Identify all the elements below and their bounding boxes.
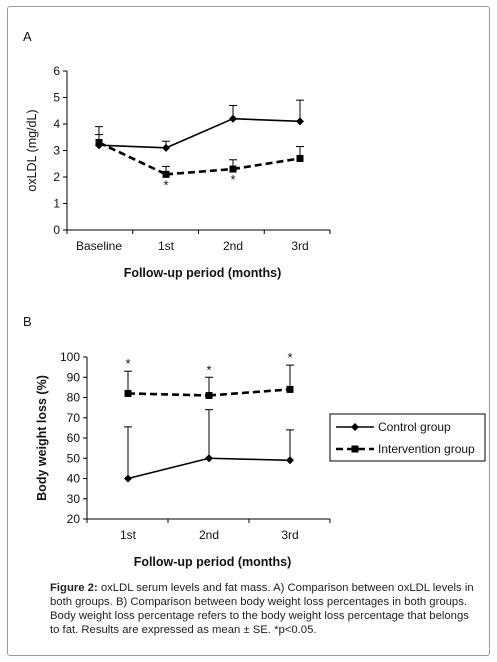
panel-b-intervention-point <box>286 385 294 393</box>
panel-a-significance-star: * <box>230 172 235 187</box>
panel-a-significance-star: * <box>163 177 168 192</box>
legend-intervention-label: Intervention group <box>378 442 475 456</box>
panel-a-intervention-point <box>229 165 237 173</box>
panel-a-chart: A 0 1 2 3 4 5 6 Baseline 1st 2nd 3rd Follow-up perio… <box>23 29 331 280</box>
panel-a-x-tick-label: Baseline <box>76 239 122 253</box>
panel-b-intervention-line-segment <box>208 388 291 397</box>
panel-b-x-tick-label: 1st <box>120 528 137 542</box>
panel-b-y-tick-label: 70 <box>67 411 81 425</box>
panel-b-significance-star: * <box>125 356 130 371</box>
panel-a-y-axis-title: oxLDL (mg/dL) <box>25 109 39 191</box>
legend-control-swatch-marker <box>351 423 359 431</box>
figure-charts: A 0 1 2 3 4 5 6 Baseline 1st 2nd 3rd Follow-up perio… <box>23 29 486 569</box>
legend-box <box>329 413 486 462</box>
panel-b-control-point <box>205 454 213 463</box>
panel-a-intervention-point <box>162 170 170 178</box>
panel-a-intervention-point <box>95 139 103 147</box>
panel-b-x-axis-title: Follow-up period (months) <box>134 555 292 569</box>
panel-b-y-tick-label: 100 <box>60 350 80 364</box>
panel-b-significance-star: * <box>206 362 211 377</box>
panel-a-y-tick-label: 6 <box>53 64 60 78</box>
panel-a-control-line-segment <box>98 144 167 149</box>
panel-b-y-tick-label: 40 <box>67 472 81 486</box>
panel-b-control-line-segment <box>208 457 291 462</box>
panel-a-y-tick-label: 3 <box>53 144 60 158</box>
legend-intervention-swatch-marker <box>351 445 359 453</box>
panel-a-y-tick-label: 2 <box>53 170 60 184</box>
panel-a-letter: A <box>23 29 32 44</box>
figure-caption: Figure 2: oxLDL serum levels and fat mas… <box>50 581 480 637</box>
panel-a-intervention-point <box>296 154 304 162</box>
panel-a-y-tick-label: 5 <box>53 91 60 105</box>
panel-b-significance-star: * <box>287 350 292 365</box>
panel-b-control-point <box>124 474 132 483</box>
panel-b-y-tick-label: 30 <box>67 492 81 506</box>
figure-frame <box>7 6 490 656</box>
panel-b-x-tick-label: 3rd <box>281 528 298 542</box>
panel-a-control-point <box>229 114 237 123</box>
panel-a-intervention-line-segment <box>165 167 234 176</box>
panel-a-x-tick-label: 3rd <box>291 239 308 253</box>
panel-b-y-tick-label: 20 <box>67 512 81 526</box>
panel-a-y-tick-label: 0 <box>53 223 60 237</box>
panel-a-control-line-segment <box>232 117 301 123</box>
panel-b-control-point <box>286 456 294 465</box>
panel-a-control-point <box>296 117 304 126</box>
legend-control-label: Control group <box>378 420 451 434</box>
panel-a-control-line-segment <box>165 117 234 149</box>
panel-b-y-tick-label: 50 <box>67 451 81 465</box>
panel-b-intervention-point <box>124 389 132 397</box>
panel-b-intervention-point <box>205 391 213 399</box>
panel-a-intervention-line-segment <box>232 157 301 171</box>
panel-a-control-point <box>162 143 170 152</box>
panel-a-y-tick-label: 4 <box>53 117 60 131</box>
panel-b-letter: B <box>23 314 32 329</box>
caption-text: oxLDL serum levels and fat mass. A) Comp… <box>50 582 474 636</box>
panel-b-y-tick-label: 60 <box>67 431 81 445</box>
panel-b-chart: B 20 30 40 50 60 70 80 90 100 1st 2nd 3rd Follow-up p… <box>23 314 486 569</box>
panel-a-y-tick-label: 1 <box>53 197 60 211</box>
panel-a-x-axis-title: Follow-up period (months) <box>124 266 282 280</box>
panel-b-control-line-segment <box>127 457 210 480</box>
panel-a-x-tick-label: 1st <box>158 239 175 253</box>
panel-a-x-tick-label: 2nd <box>223 239 243 253</box>
panel-b-y-tick-label: 80 <box>67 391 81 405</box>
panel-b-x-tick-label: 2nd <box>199 528 219 542</box>
panel-b-y-tick-label: 90 <box>67 370 81 384</box>
panel-b-intervention-line-segment <box>127 392 210 397</box>
caption-lead: Figure 2: <box>50 582 98 594</box>
panel-a-intervention-line-segment <box>98 141 167 176</box>
panel-b-y-axis-title: Body weight loss (%) <box>35 375 49 501</box>
